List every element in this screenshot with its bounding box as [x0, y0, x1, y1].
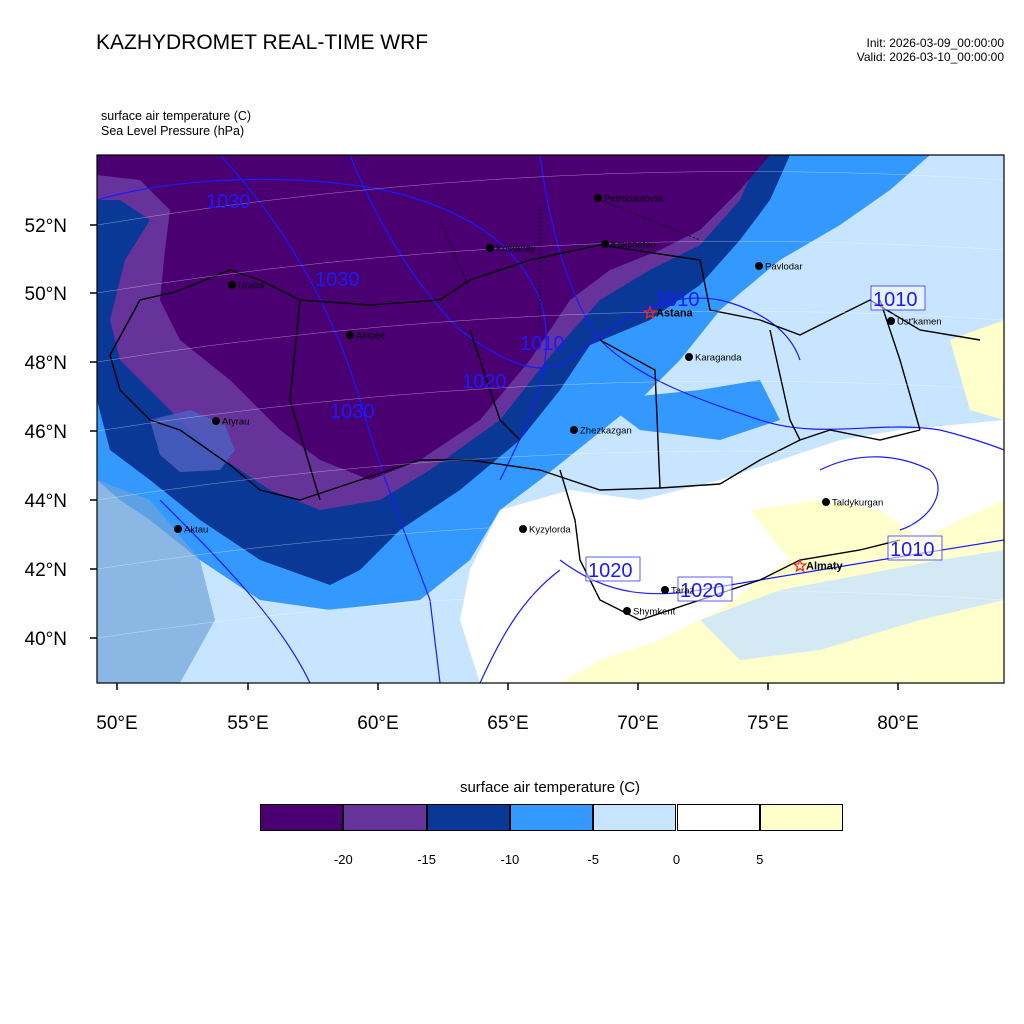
capital-star-icon [792, 558, 808, 573]
city-dot [570, 426, 578, 434]
init-time: Init: 2026-03-09_00:00:00 [866, 36, 1004, 50]
isobar-label: 1030 [315, 269, 360, 291]
legend-title: surface air temperature (C) [459, 779, 641, 796]
legend-label: 0 [672, 852, 681, 867]
isobar-label: 1020 [680, 580, 725, 602]
legend-label: -10 [500, 852, 520, 867]
isobar-label: 1020 [588, 560, 633, 582]
isobar-label: 1020 [462, 371, 507, 393]
lon-label: 75°E [747, 713, 788, 734]
capital-star-icon [642, 305, 658, 320]
city-label: Aktau [184, 525, 208, 536]
city-dot [661, 586, 669, 594]
lon-label: 60°E [357, 713, 398, 734]
chart-title: KAZHYDROMET REAL-TIME WRF [96, 31, 429, 54]
city-label: Aktobe [356, 331, 386, 342]
lon-label: 65°E [487, 713, 528, 734]
lat-label: 48°N [25, 353, 67, 374]
lat-label: 50°N [25, 284, 67, 305]
city-label: Shymkent [633, 607, 676, 618]
map-frame [96, 154, 1005, 684]
lon-label: 70°E [617, 713, 658, 734]
city-label: Taldykurgan [832, 498, 883, 509]
isobar-label: 1010 [520, 333, 565, 355]
city-dot [486, 244, 494, 252]
city-dot [601, 240, 609, 248]
city-dot [594, 194, 602, 202]
city-dot [212, 417, 220, 425]
city-label: Kokshetau [611, 240, 656, 251]
legend-swatch [676, 804, 760, 831]
isobar-label: 1010 [890, 539, 935, 561]
isobar-label: 1010 [655, 289, 700, 311]
run-times: Init: 2026-03-09_00:00:00 Valid: 2026-03… [857, 36, 1004, 64]
legend-label: -5 [587, 852, 599, 867]
legend-label: -15 [417, 852, 436, 867]
isobar-label-box [677, 576, 733, 602]
city-dot [887, 317, 895, 325]
city-label: Zhezkazgan [580, 426, 632, 437]
city-label: Karaganda [695, 353, 742, 364]
lat-label: 42°N [25, 560, 67, 581]
lat-label: 52°N [25, 216, 67, 237]
isobar-label-box [585, 556, 641, 582]
isobar-label-box [870, 285, 926, 311]
city-label: Petropavlovsk [604, 194, 664, 205]
longitude-axis: 50°E 55°E 60°E 65°E 70°E 75°E 80°E [96, 683, 919, 734]
legend-label: 5 [756, 852, 764, 867]
legend-swatch [343, 804, 427, 831]
variable-temperature: surface air temperature (C) [101, 109, 252, 123]
city-label: Ust'kamen [897, 317, 942, 328]
isobar-label: 1010 [873, 289, 918, 311]
legend-swatch [426, 804, 510, 831]
isobar-label: 1030 [206, 191, 251, 213]
lon-label: 80°E [877, 713, 918, 734]
city-dot [685, 353, 693, 361]
lon-label: 55°E [227, 713, 268, 734]
legend-swatch [593, 804, 677, 831]
city-label: Almaty [806, 561, 844, 573]
legend-swatch [759, 804, 844, 831]
city-markers: Petropavlovsk Kostanay Kokshetau Uralsk Pavl… [174, 194, 942, 618]
city-dot [822, 498, 830, 506]
city-label: Uralsk [238, 281, 265, 292]
lat-label: 40°N [25, 629, 67, 650]
city-dot [623, 607, 631, 615]
isobar-labels: 1030 1030 1030 1020 1010 1010 1010 1010 1020 1020 [206, 191, 943, 602]
city-label: Pavlodar [765, 262, 803, 273]
city-label: Astana [656, 308, 694, 320]
city-label: Atyrau [222, 417, 249, 428]
city-dot [174, 525, 182, 533]
city-dot [346, 331, 354, 339]
lon-label: 50°E [96, 713, 137, 734]
lat-label: 44°N [25, 491, 67, 512]
isobar-label-box [887, 535, 943, 561]
city-label: Taraz [671, 586, 694, 597]
city-dot [228, 281, 236, 289]
city-dot [755, 262, 763, 270]
lat-label: 46°N [25, 422, 67, 443]
city-label: Kostanay [496, 244, 536, 255]
legend-swatch [509, 804, 594, 831]
city-dot [519, 525, 527, 533]
valid-time: Valid: 2026-03-10_00:00:00 [856, 50, 1004, 64]
latitude-axis: 52°N 50°N 48°N 46°N 44°N 42°N 40°N [25, 216, 97, 650]
isobar-label: 1030 [330, 401, 375, 423]
city-label: Kyzylorda [529, 525, 571, 536]
variable-legend: surface air temperature (C) Sea Level Pr… [101, 109, 251, 139]
variable-pressure: Sea Level Pressure (hPa) [101, 124, 245, 138]
legend-swatch [260, 804, 344, 831]
legend-label: -20 [333, 852, 353, 867]
